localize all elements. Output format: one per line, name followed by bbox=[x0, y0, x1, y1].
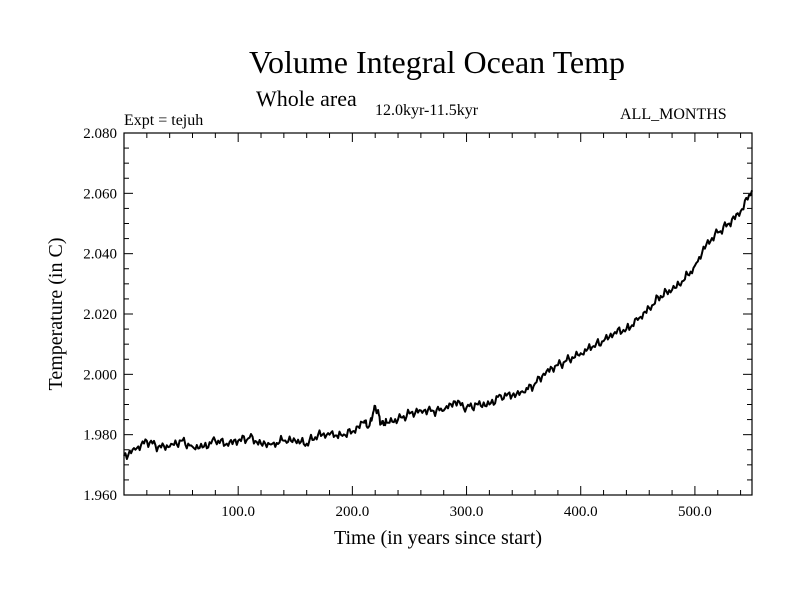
chart-subtitle: Whole area bbox=[256, 86, 357, 111]
months-label: ALL_MONTHS bbox=[620, 106, 727, 123]
y-tick-label: 1.960 bbox=[83, 488, 117, 504]
x-axis-label: Time (in years since start) bbox=[334, 527, 542, 549]
y-tick-label: 2.020 bbox=[83, 307, 117, 323]
chart-title: Volume Integral Ocean Temp bbox=[248, 44, 625, 80]
x-tick-label: 200.0 bbox=[335, 504, 369, 520]
axis-ticks bbox=[124, 132, 752, 496]
x-tick-label: 400.0 bbox=[564, 504, 598, 520]
y-tick-label: 1.980 bbox=[83, 428, 117, 444]
y-tick-label: 2.080 bbox=[83, 126, 117, 142]
y-tick-label: 2.060 bbox=[83, 186, 117, 202]
x-tick-label: 100.0 bbox=[221, 504, 255, 520]
x-tick-label: 500.0 bbox=[678, 504, 712, 520]
y-axis-label: Temperature (in C) bbox=[45, 238, 67, 391]
axis-tick-labels: 100.0 200.0 300.0 400.0 500.0 1.960 1.980 2.000… bbox=[83, 126, 712, 520]
experiment-label: Expt = tejuh bbox=[124, 112, 204, 129]
period-label: 12.0kyr-11.5kyr bbox=[375, 102, 479, 119]
y-tick-label: 2.040 bbox=[83, 247, 117, 263]
y-tick-label: 2.000 bbox=[83, 367, 117, 383]
x-tick-label: 300.0 bbox=[450, 504, 484, 520]
series-line bbox=[123, 190, 753, 460]
